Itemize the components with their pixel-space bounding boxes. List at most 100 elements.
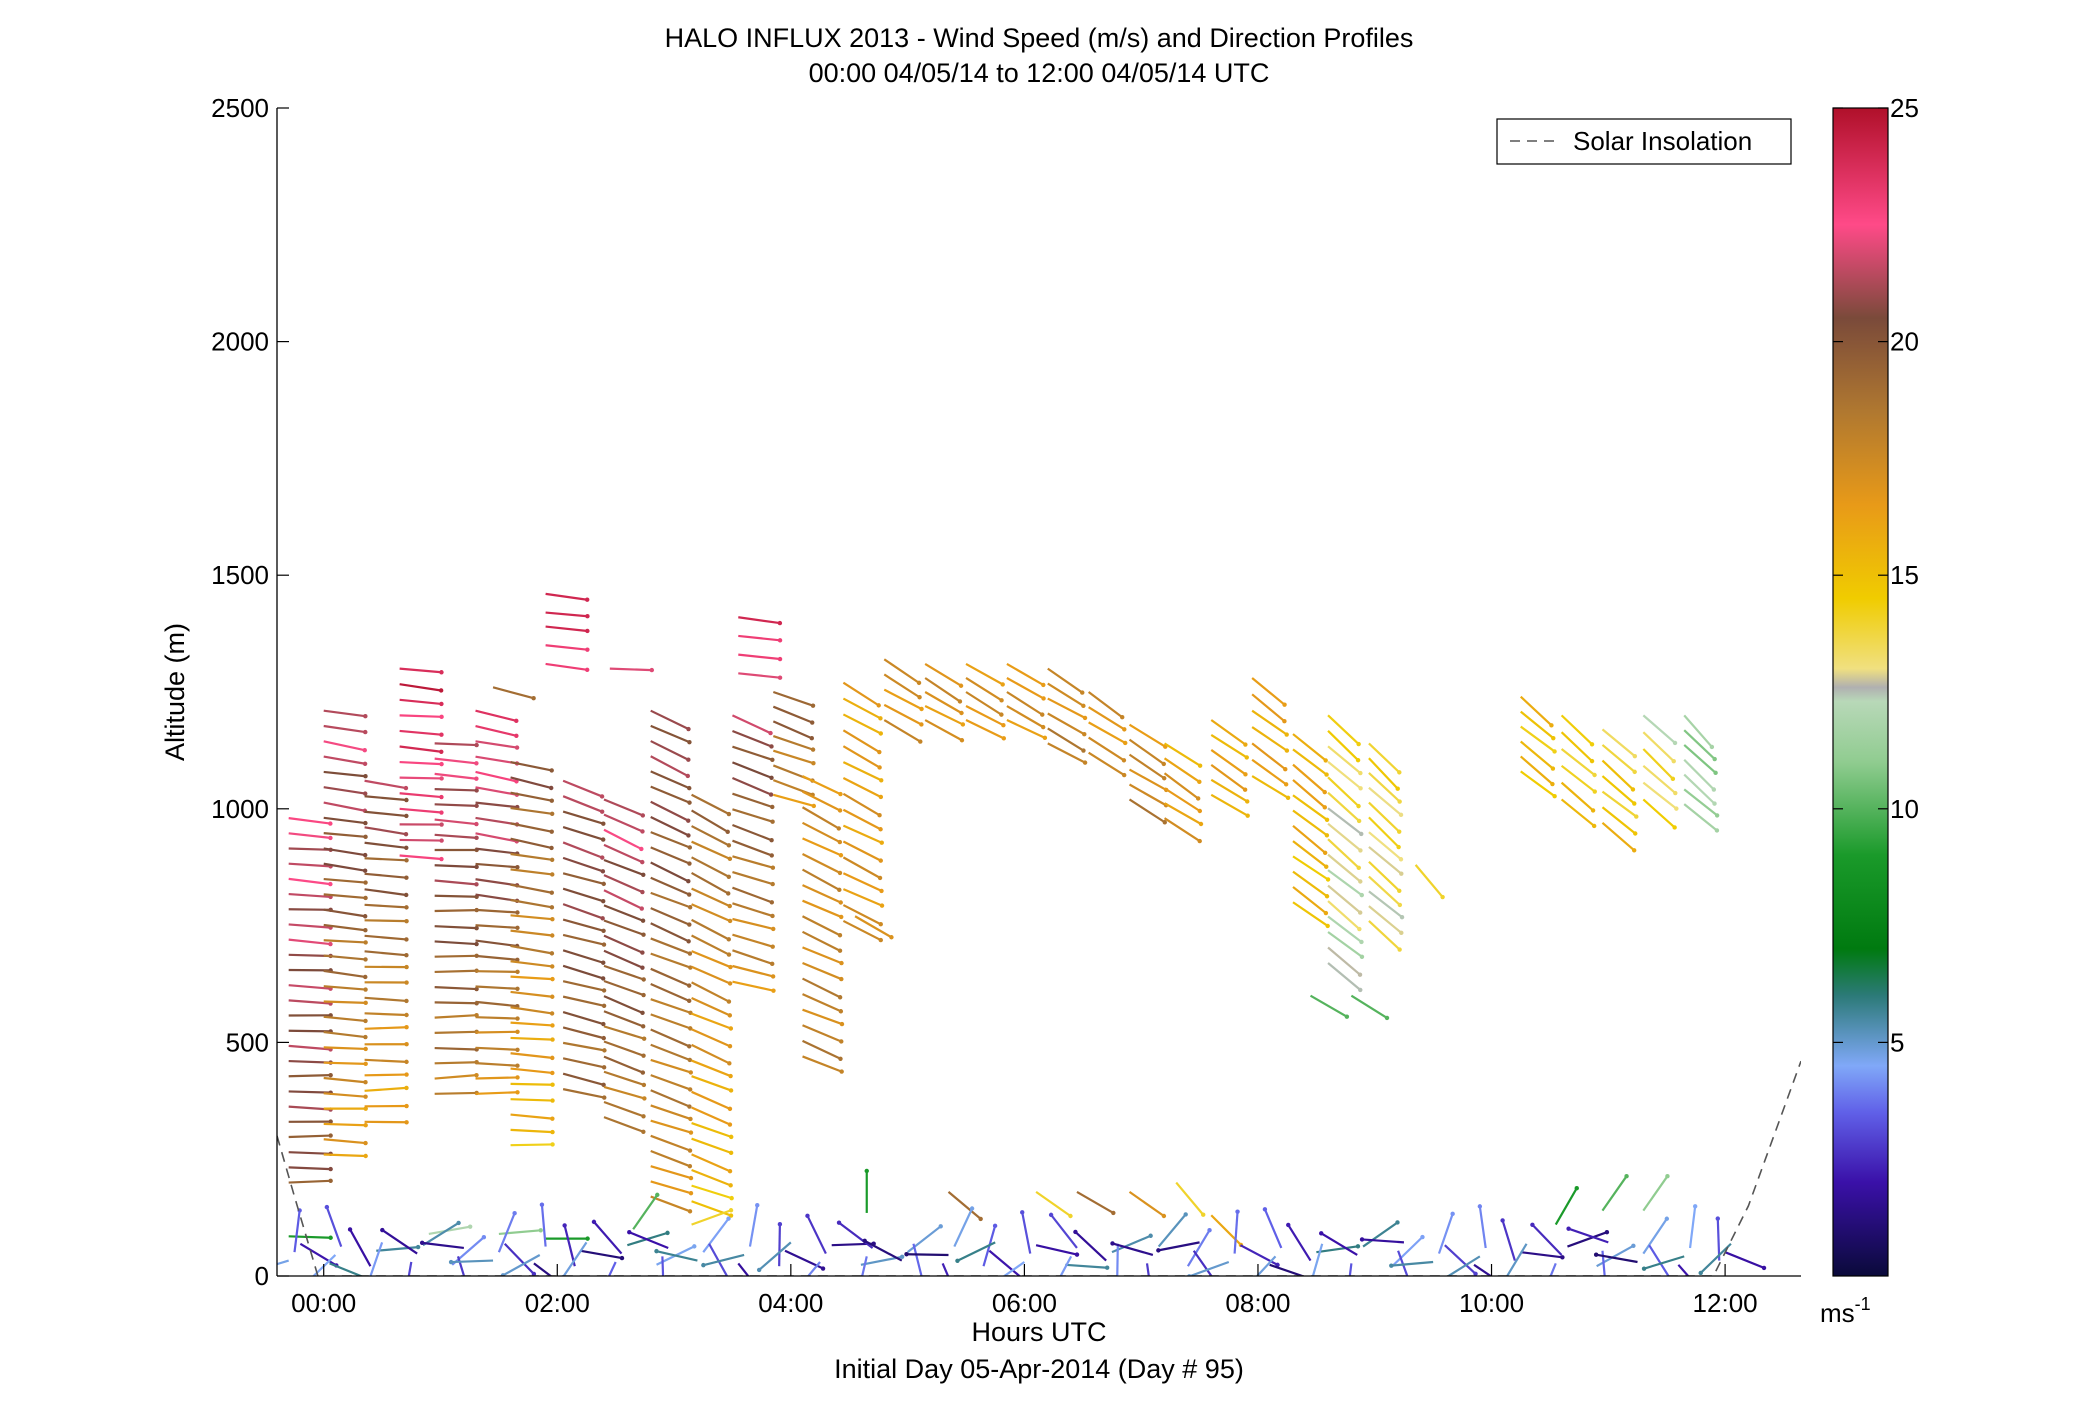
wind-barb xyxy=(1327,745,1363,776)
wind-barb xyxy=(701,1253,745,1268)
wind-barb-shaft xyxy=(842,808,882,831)
wind-barb-head xyxy=(640,950,645,955)
wind-barb xyxy=(1642,798,1677,830)
wind-barb-head xyxy=(404,845,409,851)
wind-barb xyxy=(650,846,692,866)
wind-barb-shaft xyxy=(475,724,517,737)
wind-barb-shaft xyxy=(475,1016,518,1020)
y-tick-label: 2500 xyxy=(211,93,269,123)
wind-barb-shaft xyxy=(399,854,442,861)
wind-barb-shaft xyxy=(906,1253,949,1257)
wind-barb-head xyxy=(756,1267,762,1273)
wind-barb-shaft xyxy=(288,908,331,911)
wind-barb-shaft xyxy=(434,864,477,869)
wind-barb xyxy=(1724,1251,1767,1271)
wind-barb-head xyxy=(363,1153,368,1159)
wind-barb xyxy=(1327,915,1364,945)
wind-barb-head xyxy=(474,864,479,870)
wind-barb xyxy=(562,841,605,860)
wind-barb xyxy=(650,1058,694,1075)
y-tick-label: 1000 xyxy=(211,794,269,824)
wind-barb-shaft xyxy=(628,1231,669,1249)
wind-barb xyxy=(1251,758,1289,787)
wind-barb-head xyxy=(1245,799,1250,804)
wind-barb-shaft xyxy=(364,1086,407,1092)
wind-barb-head xyxy=(404,813,409,819)
wind-barb-shaft xyxy=(422,1221,460,1247)
wind-barb-head xyxy=(1672,740,1678,746)
wind-barb xyxy=(802,790,843,813)
wind-barb-head xyxy=(601,928,606,933)
x-tick-label: 04:00 xyxy=(758,1288,823,1318)
wind-barb-head xyxy=(363,940,368,945)
wind-barb-head xyxy=(1356,865,1361,870)
wind-barb-shaft xyxy=(510,776,552,790)
wind-barb-shaft xyxy=(802,993,842,1013)
wind-barb xyxy=(510,944,555,956)
wind-barb-shaft xyxy=(650,785,690,804)
wind-barb-shaft xyxy=(650,1119,692,1134)
wind-barb-shaft xyxy=(475,1076,518,1080)
wind-barb-shaft xyxy=(1642,714,1676,744)
wind-barb-shaft xyxy=(883,673,921,699)
wind-barb xyxy=(323,755,368,766)
wind-barb xyxy=(323,923,368,933)
wind-barb-head xyxy=(726,1216,731,1221)
wind-barb-shaft xyxy=(1368,816,1400,848)
wind-barb-head xyxy=(585,614,590,619)
wind-barb xyxy=(562,1072,606,1088)
wind-barb-shaft xyxy=(1116,1243,1119,1276)
wind-barb-head xyxy=(641,1114,646,1119)
wind-barb xyxy=(802,884,843,905)
wind-barb-head xyxy=(601,1082,606,1088)
wind-barb-shaft xyxy=(475,893,518,902)
wind-barb xyxy=(1368,742,1402,775)
wind-barb-shaft xyxy=(802,899,842,918)
wind-barb-shaft xyxy=(399,714,442,718)
wind-barb-shaft xyxy=(1642,731,1675,762)
wind-barb xyxy=(1601,728,1638,759)
wind-barb xyxy=(1520,725,1557,754)
wind-barb-shaft xyxy=(650,1195,691,1213)
wind-barb xyxy=(691,1059,733,1079)
wind-barb-shaft xyxy=(924,705,964,726)
wind-barb xyxy=(419,1240,464,1250)
wind-barb-head xyxy=(640,1010,645,1016)
wind-barb-shaft xyxy=(732,761,772,779)
wind-barb-head xyxy=(404,964,409,970)
wind-barb xyxy=(1059,1255,1073,1276)
wind-barb-shaft xyxy=(1088,751,1125,777)
wind-barb-shaft xyxy=(842,919,882,942)
wind-barb-shaft xyxy=(1327,915,1363,943)
wind-barb-head xyxy=(404,858,409,863)
wind-barb xyxy=(347,1227,372,1267)
wind-barb-shaft xyxy=(772,690,814,707)
wind-barb-head xyxy=(838,1056,843,1061)
wind-barb-shaft xyxy=(323,1138,366,1145)
wind-barb xyxy=(323,939,368,945)
wind-barb-shaft xyxy=(1601,790,1637,818)
wind-barb-shaft xyxy=(650,876,690,896)
wind-barb-shaft xyxy=(603,1025,645,1040)
wind-barb xyxy=(691,918,731,942)
wind-barb xyxy=(603,1055,646,1075)
wind-barb-head xyxy=(1713,770,1718,776)
wind-barb-shaft xyxy=(475,770,517,783)
wind-barb xyxy=(510,929,555,938)
wind-barb-head xyxy=(687,1148,693,1153)
wind-barb-head xyxy=(838,791,843,797)
wind-barb-shaft xyxy=(510,1143,553,1147)
wind-barb-shaft xyxy=(941,1262,950,1276)
wind-barb-head xyxy=(415,1244,421,1250)
wind-barb-head xyxy=(550,1129,555,1135)
wind-barb-head xyxy=(687,1163,693,1169)
wind-barb-shaft xyxy=(802,837,842,857)
wind-barb-shaft xyxy=(562,903,604,920)
wind-barb-shaft xyxy=(965,677,1003,702)
wind-barb-head xyxy=(918,739,923,744)
wind-barb xyxy=(1076,1190,1116,1216)
wind-barb-shaft xyxy=(802,977,841,999)
wind-barb-shaft xyxy=(854,915,892,939)
